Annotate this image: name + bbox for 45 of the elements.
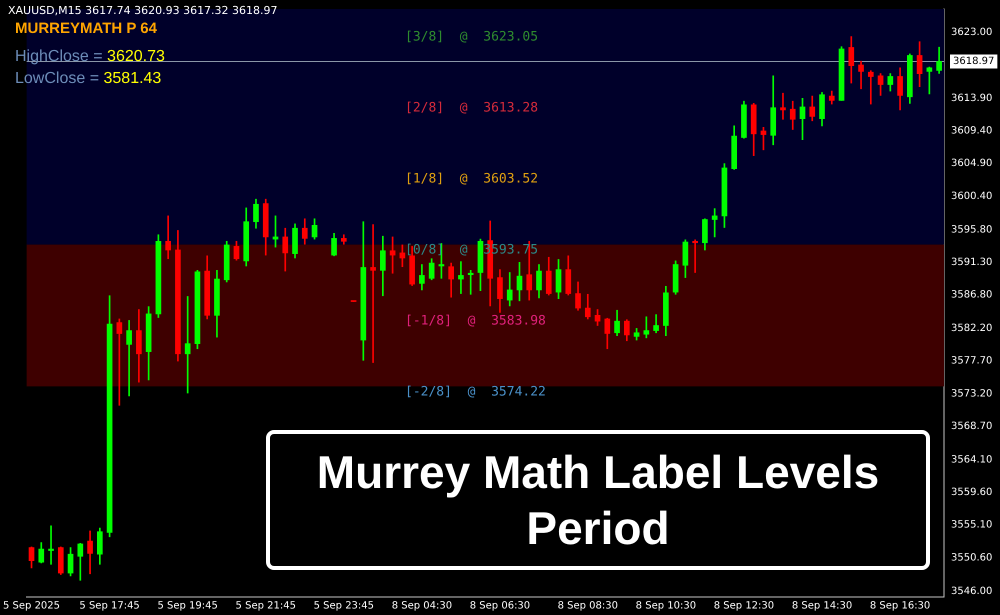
y-tick-label: 3564.10 — [951, 454, 992, 466]
chart-title: XAUUSD,M15 3617.74 3620.93 3617.32 3618.97 — [8, 4, 278, 17]
y-tick-label: 3550.60 — [951, 552, 992, 564]
x-tick-label: 8 Sep 04:30 — [392, 600, 452, 612]
y-tick-label: 3604.90 — [951, 158, 992, 170]
candlestick — [48, 526, 54, 565]
candlestick — [272, 216, 278, 248]
y-tick-label: 3555.10 — [951, 520, 992, 531]
x-tick-label: 8 Sep 10:30 — [636, 600, 696, 612]
y-tick-label: 3623.00 — [951, 26, 992, 38]
candlestick — [780, 92, 786, 120]
candlestick — [760, 126, 766, 150]
annotation: Murrey Math Label Levels Period — [266, 430, 930, 570]
annotation: [-1/8] @ 3583.98 — [405, 313, 546, 328]
y-tick-label: 3595.80 — [951, 224, 992, 236]
x-tick-label: 8 Sep 08:30 — [558, 600, 618, 612]
x-tick-label: 5 Sep 19:45 — [157, 600, 218, 612]
x-tick-label: 8 Sep 16:30 — [870, 600, 930, 612]
annotation: [1/8] @ 3603.52 — [405, 171, 538, 186]
x-tick-label: 8 Sep 12:30 — [714, 600, 774, 612]
annotation: LowClose = 3581.43 — [15, 70, 162, 88]
y-tick-label: 3609.40 — [951, 126, 992, 137]
annotation: HighClose = 3620.73 — [15, 48, 165, 66]
x-tick-label: 8 Sep 06:30 — [470, 600, 530, 612]
y-tick-label: 3591.30 — [951, 256, 992, 268]
x-tick-label: 5 Sep 21:45 — [236, 600, 296, 612]
annotation: [-2/8] @ 3574.22 — [405, 384, 546, 400]
annotation: [2/8] @ 3613.28 — [405, 100, 538, 116]
y-tick-label: 3568.70 — [951, 421, 992, 432]
y-tick-label: 3600.40 — [951, 190, 992, 202]
candlestick — [458, 261, 464, 294]
y-tick-label: 3573.20 — [951, 388, 992, 400]
x-tick-label: 5 Sep 17:45 — [79, 600, 140, 612]
y-tick-label: 3546.00 — [951, 586, 992, 597]
y-tick-label: 3559.60 — [951, 487, 992, 498]
x-tick-label: 8 Sep 14:30 — [792, 600, 852, 612]
y-tick-label: 3613.90 — [951, 92, 992, 104]
y-tick-label: 3582.20 — [951, 323, 992, 334]
x-tick-label: 5 Sep 23:45 — [314, 600, 374, 612]
text: MURREYMATH P 64 — [15, 20, 157, 37]
x-tick-label: 5 Sep 2025 — [3, 600, 60, 612]
y-tick-label: 3577.70 — [951, 356, 992, 367]
ref-line-label: 3618.97 — [953, 56, 994, 68]
annotation: [3/8] @ 3623.05 — [405, 29, 538, 44]
y-tick-label: 3586.80 — [951, 290, 992, 301]
